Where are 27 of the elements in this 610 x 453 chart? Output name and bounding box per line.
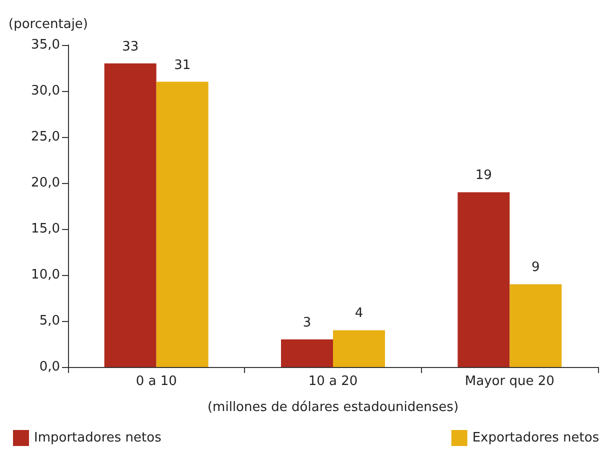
bar (104, 63, 156, 367)
x-axis-title: (millones de dólares estadounidenses) (207, 400, 459, 415)
y-tick-label: 15,0 (31, 222, 60, 236)
y-tick-label: 5,0 (39, 314, 60, 328)
y-tick-label: 35,0 (31, 38, 60, 52)
data-label: 19 (475, 168, 492, 184)
data-label: 31 (174, 58, 191, 73)
y-axis-title: (porcentaje) (8, 17, 88, 32)
x-tick-label: Mayor que 20 (464, 374, 554, 389)
y-tick-label: 25,0 (31, 130, 60, 144)
y-tick-label: 30,0 (31, 84, 60, 98)
legend-label: Exportadores netos (472, 430, 600, 446)
data-label: 33 (122, 39, 139, 54)
bar (510, 284, 562, 367)
bar (333, 330, 385, 367)
y-tick-label: 0,0 (39, 360, 60, 374)
y-tick-label: 20,0 (31, 176, 60, 190)
x-tick-label: 10 a 20 (308, 374, 358, 389)
bar (458, 192, 510, 367)
y-tick-label: 10,0 (31, 268, 60, 282)
data-label: 9 (532, 260, 540, 276)
x-tick-label: 0 a 10 (136, 374, 177, 389)
legend-label: Importadores netos (34, 430, 162, 446)
bar (281, 339, 333, 367)
data-label: 4 (354, 306, 364, 322)
bar (156, 82, 208, 367)
data-label: 3 (302, 315, 312, 330)
